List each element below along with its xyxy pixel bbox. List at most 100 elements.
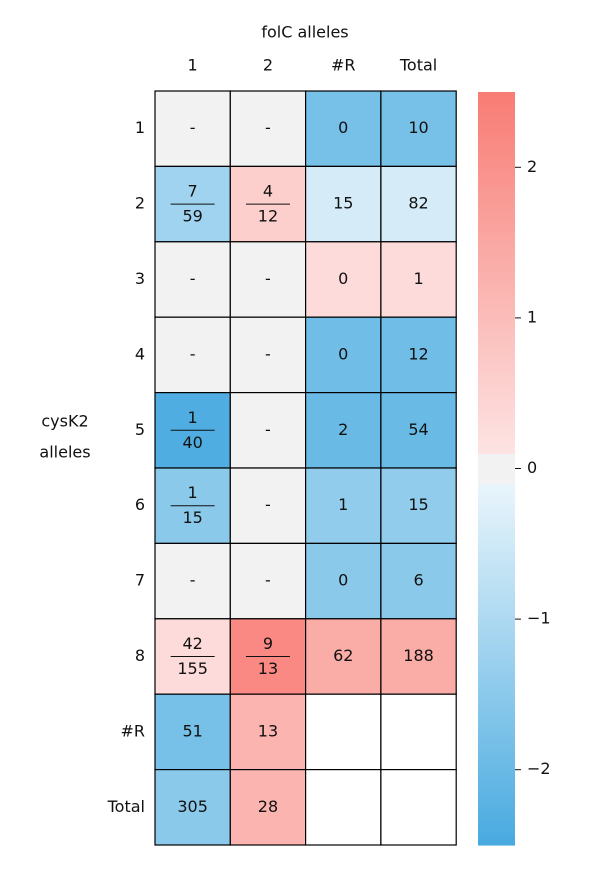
colorbar-segment <box>478 182 515 187</box>
colorbar-segment <box>478 543 515 549</box>
colorbar-segment <box>478 314 515 319</box>
colorbar-segment <box>478 615 515 620</box>
colorbar-segment <box>478 777 515 782</box>
colorbar-segment <box>478 197 515 202</box>
colorbar-segment <box>478 227 515 232</box>
colorbar-segment <box>478 336 515 342</box>
colorbar-segment <box>478 159 515 165</box>
colorbar-segment <box>478 705 515 711</box>
cell-denominator: 155 <box>177 659 208 678</box>
colorbar-segment <box>478 758 515 763</box>
row-label: 1 <box>135 118 145 137</box>
colorbar-segment <box>478 366 515 372</box>
colorbar-segment <box>478 762 515 767</box>
colorbar-segment <box>478 807 515 812</box>
cell <box>229 542 307 620</box>
colorbar-segment <box>478 174 515 180</box>
colorbar-segment <box>478 619 515 624</box>
colorbar-segment <box>478 739 515 744</box>
colorbar-segment <box>478 588 515 594</box>
colorbar-segment <box>478 660 515 665</box>
colorbar-segment <box>478 430 515 436</box>
y-axis-label: alleles <box>39 443 90 462</box>
colorbar-segment <box>478 419 515 424</box>
colorbar-segment <box>478 381 515 387</box>
colorbar-segment <box>478 396 515 402</box>
colorbar-segment <box>478 344 515 349</box>
colorbar-segment <box>478 340 515 345</box>
colorbar-segment <box>478 152 515 157</box>
colorbar-segment <box>478 547 515 552</box>
colorbar-segment <box>478 509 515 515</box>
colorbar-tick-label: −1 <box>527 609 551 628</box>
colorbar-segment <box>478 276 515 281</box>
colorbar-tick-label: −2 <box>527 759 551 778</box>
cell-label: 10 <box>408 118 428 137</box>
cell <box>380 693 457 771</box>
colorbar-segment <box>478 261 515 266</box>
colorbar-segment <box>478 325 515 330</box>
colorbar-segment <box>478 253 515 259</box>
cell-numerator: 7 <box>188 182 198 201</box>
colorbar-segment <box>478 811 515 816</box>
colorbar-segment <box>478 167 515 172</box>
cell-label: 0 <box>338 118 348 137</box>
colorbar-segment <box>478 570 515 575</box>
colorbar-segment <box>478 626 515 631</box>
cell <box>380 542 457 620</box>
row-label: Total <box>107 797 145 816</box>
colorbar-segment <box>478 754 515 760</box>
row-label: 4 <box>135 344 145 363</box>
colorbar-segment <box>478 671 515 677</box>
colorbar-segment <box>478 521 515 526</box>
cell <box>380 392 457 469</box>
cell <box>154 693 231 771</box>
colorbar-segment <box>478 107 515 112</box>
colorbar-segment <box>478 645 515 650</box>
colorbar-segment <box>478 129 515 135</box>
colorbar-segment <box>478 600 515 605</box>
row-label: 8 <box>135 646 145 665</box>
colorbar-segment <box>478 822 515 827</box>
colorbar-segment <box>478 412 515 417</box>
colorbar-segment <box>478 95 515 101</box>
cell-label: 13 <box>258 721 278 740</box>
colorbar-segment <box>478 630 515 635</box>
colorbar-segment <box>478 728 515 733</box>
colorbar-segment <box>478 784 515 790</box>
colorbar-segment <box>478 201 515 206</box>
cell <box>229 768 307 846</box>
colorbar-segment <box>478 622 515 628</box>
cell <box>154 542 231 620</box>
colorbar-segment <box>478 329 515 334</box>
colorbar-segment <box>478 532 515 537</box>
colorbar-segment <box>478 611 515 616</box>
cell-numerator: 1 <box>188 408 198 427</box>
colorbar-segment <box>478 585 515 590</box>
cell <box>380 241 457 318</box>
colorbar-segment <box>478 103 515 108</box>
cell-label: 0 <box>338 269 348 288</box>
cell <box>380 768 457 846</box>
column-label: Total <box>399 56 437 75</box>
colorbar-segment <box>478 235 515 240</box>
colorbar-segment <box>478 404 515 409</box>
colorbar-segment <box>478 287 515 293</box>
colorbar-segment <box>478 355 515 360</box>
colorbar-segment <box>478 212 515 217</box>
colorbar-segment <box>478 284 515 289</box>
colorbar-segment <box>478 389 515 394</box>
colorbar-segment <box>478 506 515 511</box>
colorbar-segment <box>478 577 515 583</box>
cell-label: 0 <box>338 344 348 363</box>
colorbar-segment <box>478 291 515 296</box>
colorbar-segment <box>478 524 515 530</box>
colorbar-segment <box>478 306 515 311</box>
colorbar-segment <box>478 649 515 654</box>
colorbar-segment <box>478 310 515 315</box>
cell-numerator: 42 <box>182 634 202 653</box>
colorbar-segment <box>478 841 515 846</box>
colorbar-segment <box>478 238 515 244</box>
colorbar-segment <box>478 472 515 477</box>
colorbar-segment <box>478 720 515 726</box>
